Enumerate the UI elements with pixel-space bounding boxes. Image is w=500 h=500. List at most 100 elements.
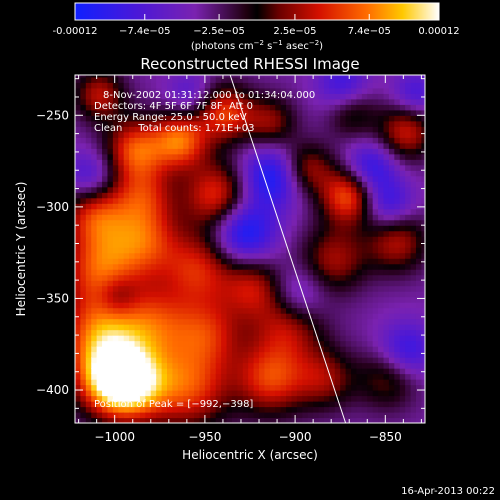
heatmap-cell [75,104,82,111]
heatmap-cell [415,384,422,391]
heatmap-cell [388,230,395,237]
heatmap-cell [188,395,195,402]
x-tick-label: −850 [369,430,402,444]
heatmap-cell [275,153,282,160]
heatmap-cell [378,142,385,149]
heatmap-cell [313,401,320,408]
heatmap-cell [334,324,341,331]
heatmap-cell [388,75,395,78]
heatmap-cell [410,318,417,325]
heatmap-cell [399,137,406,144]
heatmap-cell [177,302,184,309]
heatmap-cell [275,247,282,254]
heatmap-cell [242,417,249,423]
heatmap-cell [388,120,395,127]
heatmap-cell [242,203,249,210]
heatmap-cell [102,181,109,188]
heatmap-cell [399,362,406,369]
heatmap-cell [204,126,211,133]
heatmap-cell [199,75,206,78]
heatmap-cell [96,109,103,116]
heatmap-cell [410,164,417,171]
heatmap-cell [150,164,157,171]
colorbar-tick-label: −2.5e−05 [193,26,245,37]
heatmap-cell [231,82,238,89]
heatmap-cell [264,384,271,391]
heatmap-cell [296,357,303,364]
heatmap-cell [410,197,417,204]
heatmap-cell [221,417,228,423]
heatmap-cell [264,164,271,171]
heatmap-cell [399,76,406,83]
heatmap-cell [296,291,303,298]
heatmap-cell [345,274,352,281]
heatmap-cell [329,175,336,182]
heatmap-cell [351,263,358,270]
heatmap-cell [204,236,211,243]
heatmap-cell [318,131,325,138]
heatmap-cell [388,412,395,419]
heatmap-cell [231,159,238,166]
heatmap-cell [361,368,368,375]
heatmap-cell [248,406,255,413]
heatmap-cell [378,131,385,138]
heatmap-cell [269,362,276,369]
heatmap-cell [194,390,201,397]
heatmap-cell [134,181,141,188]
heatmap-cell [248,230,255,237]
heatmap-cell [237,170,244,177]
heatmap-cell [269,247,276,254]
heatmap-cell [378,181,385,188]
heatmap-cell [231,318,238,325]
heatmap-cell [167,384,174,391]
heatmap-cell [123,164,130,171]
heatmap-cell [302,192,309,199]
heatmap-cell [226,296,233,303]
heatmap-cell [156,192,163,199]
heatmap-cell [356,120,363,127]
heatmap-cell [410,263,417,270]
heatmap-cell [296,324,303,331]
heatmap-cell [215,307,222,314]
heatmap-cell [242,153,249,160]
heatmap-cell [264,274,271,281]
heatmap-cell [75,170,82,177]
heatmap-cell [156,203,163,210]
heatmap-cell [259,307,266,314]
heatmap-cell [80,225,87,232]
heatmap-cell [415,368,422,375]
heatmap-cell [221,335,228,342]
heatmap-cell [345,373,352,380]
heatmap-cell [96,318,103,325]
heatmap-cell [112,159,119,166]
heatmap-cell [231,324,238,331]
heatmap-cell [253,373,260,380]
heatmap-cell [156,115,163,122]
heatmap-cell [296,335,303,342]
heatmap-cell [237,406,244,413]
heatmap-cell [264,142,271,149]
heatmap-cell [313,192,320,199]
heatmap-cell [269,263,276,270]
heatmap-cell [204,120,211,127]
heatmap-cell [102,362,109,369]
heatmap-cell [221,186,228,193]
heatmap-cell [139,274,146,281]
heatmap-cell [421,109,425,116]
heatmap-cell [199,263,206,270]
heatmap-cell [264,362,271,369]
heatmap-cell [96,346,103,353]
heatmap-cell [264,247,271,254]
heatmap-cell [361,148,368,155]
heatmap-cell [296,236,303,243]
heatmap-cell [248,335,255,342]
heatmap-cell [221,153,228,160]
heatmap-cell [167,192,174,199]
heatmap-cell [210,351,217,358]
heatmap-cell [361,384,368,391]
heatmap-cell [139,252,146,259]
heatmap-cell [183,384,190,391]
heatmap-cell [378,241,385,248]
heatmap-cell [177,351,184,358]
